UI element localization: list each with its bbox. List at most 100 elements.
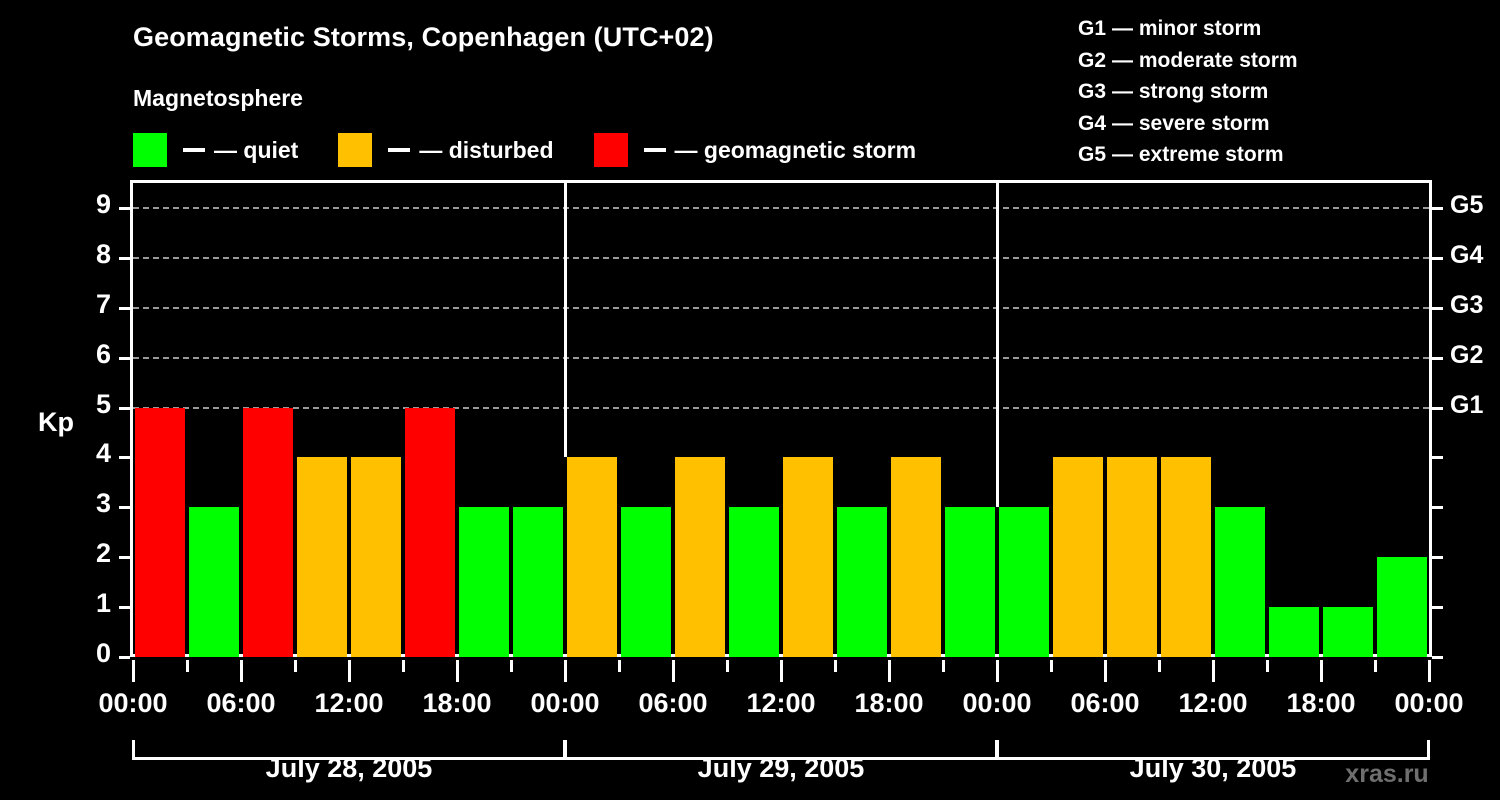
gridline-kp-7: [133, 306, 1429, 309]
plot-frame: [130, 180, 1432, 657]
y-tick-4: [119, 456, 130, 460]
legend-dash-icon: [183, 148, 205, 152]
gscale-row-g4: G4— severe storm: [1078, 108, 1298, 140]
y-tick-0: [119, 656, 130, 659]
x-tick-label: 00:00: [1394, 688, 1464, 718]
x-tick-minor: [942, 660, 945, 672]
bar[interactable]: [351, 457, 401, 657]
legend-swatch-quiet-icon: [133, 133, 167, 167]
bar[interactable]: [513, 507, 563, 657]
g-minor-tick-4: [1432, 456, 1443, 460]
g-tick-g5: [1432, 206, 1443, 210]
day-label: July 30, 2005: [1129, 753, 1297, 783]
gscale-code: G5: [1078, 143, 1107, 166]
watermark: xras.ru: [1345, 760, 1429, 788]
bar[interactable]: [1053, 457, 1103, 657]
legend-swatch-disturbed-icon: [338, 133, 373, 167]
bar[interactable]: [783, 457, 833, 657]
bar[interactable]: [297, 457, 347, 657]
x-tick-minor: [1374, 660, 1377, 672]
bar[interactable]: [243, 407, 293, 657]
bar[interactable]: [945, 507, 995, 657]
legend-item-geomagnetic-storm[interactable]: — geomagnetic storm: [593, 133, 916, 167]
g-tick-g4: [1432, 256, 1443, 260]
x-tick-major: [996, 660, 999, 682]
x-tick-minor: [1158, 660, 1161, 672]
bar[interactable]: [1269, 607, 1319, 657]
x-tick-major: [888, 660, 891, 682]
x-tick-major: [240, 660, 243, 682]
bar[interactable]: [135, 407, 185, 657]
y-tick-label: 1: [95, 588, 111, 619]
day-label: July 28, 2005: [265, 753, 433, 783]
y-tick-5: [119, 406, 130, 410]
x-tick-label: 06:00: [1070, 688, 1140, 718]
bar[interactable]: [405, 407, 455, 657]
bar[interactable]: [837, 507, 887, 657]
y-tick-label: 3: [95, 488, 111, 519]
y-tick-label: 8: [95, 238, 111, 269]
bar[interactable]: [621, 507, 671, 657]
legend-item-quiet[interactable]: — quiet: [133, 133, 298, 167]
bar[interactable]: [189, 507, 239, 657]
x-tick-major: [348, 660, 351, 682]
x-tick-label: 12:00: [746, 688, 816, 718]
gscale-code: G3: [1078, 80, 1107, 103]
y-tick-8: [119, 256, 130, 260]
gridline-kp-9: [133, 206, 1429, 209]
gscale-legend: G1— minor storm G2— moderate storm G3— str…: [1078, 13, 1298, 171]
g-tick-g1: [1432, 406, 1443, 410]
y-tick-9: [119, 206, 130, 210]
day-separator: [996, 183, 999, 508]
x-tick-label: 00:00: [962, 688, 1032, 718]
legend-label: — quiet: [214, 137, 299, 163]
gscale-code: G2: [1078, 48, 1107, 72]
legend-swatch-geomagnetic-storm-icon: [593, 133, 628, 167]
bar[interactable]: [729, 507, 779, 657]
x-tick-minor: [834, 660, 837, 672]
x-tick-minor: [1266, 660, 1269, 672]
x-tick-label: 00:00: [530, 688, 600, 718]
bar[interactable]: [1323, 607, 1373, 657]
g-tick-g2: [1432, 356, 1443, 360]
legend-item-disturbed[interactable]: — disturbed: [338, 133, 554, 167]
x-tick-major: [564, 660, 567, 682]
y-tick-label: 6: [95, 338, 111, 369]
x-tick-minor: [186, 660, 189, 672]
g-tick-g3: [1432, 306, 1443, 310]
x-tick-major: [456, 660, 459, 682]
g-axis-label: G4: [1450, 240, 1484, 269]
page-title: Geomagnetic Storms, Copenhagen (UTC+02): [133, 22, 714, 52]
y-tick-6: [119, 356, 130, 360]
bar[interactable]: [1161, 457, 1211, 657]
gscale-code: G4: [1078, 111, 1107, 135]
bar[interactable]: [999, 507, 1049, 657]
bar[interactable]: [459, 507, 509, 657]
y-tick-label: 5: [95, 388, 111, 419]
bar[interactable]: [1377, 557, 1427, 657]
gridline-kp-5: [133, 406, 1429, 409]
x-tick-major: [132, 660, 135, 682]
y-axis-title: Kp: [38, 407, 74, 437]
x-tick-label: 12:00: [314, 688, 384, 718]
gridline-kp-8: [133, 256, 1429, 259]
x-tick-minor: [618, 660, 621, 672]
gscale-text: — moderate storm: [1112, 48, 1298, 72]
bar[interactable]: [1215, 507, 1265, 657]
x-tick-label: 06:00: [206, 688, 276, 718]
x-tick-label: 00:00: [98, 688, 168, 718]
x-tick-major: [672, 660, 675, 682]
bar[interactable]: [675, 457, 725, 657]
bar[interactable]: [891, 457, 941, 657]
x-tick-label: 18:00: [422, 688, 492, 718]
g-minor-tick-1: [1432, 606, 1443, 610]
day-label: July 29, 2005: [697, 753, 865, 783]
gridline-kp-6: [133, 356, 1429, 359]
gscale-text: — minor storm: [1112, 17, 1262, 40]
x-tick-major: [1428, 660, 1431, 682]
x-tick-major: [1320, 660, 1323, 682]
bar[interactable]: [1107, 457, 1157, 657]
g-minor-tick-3: [1432, 506, 1443, 510]
bar[interactable]: [567, 457, 617, 657]
